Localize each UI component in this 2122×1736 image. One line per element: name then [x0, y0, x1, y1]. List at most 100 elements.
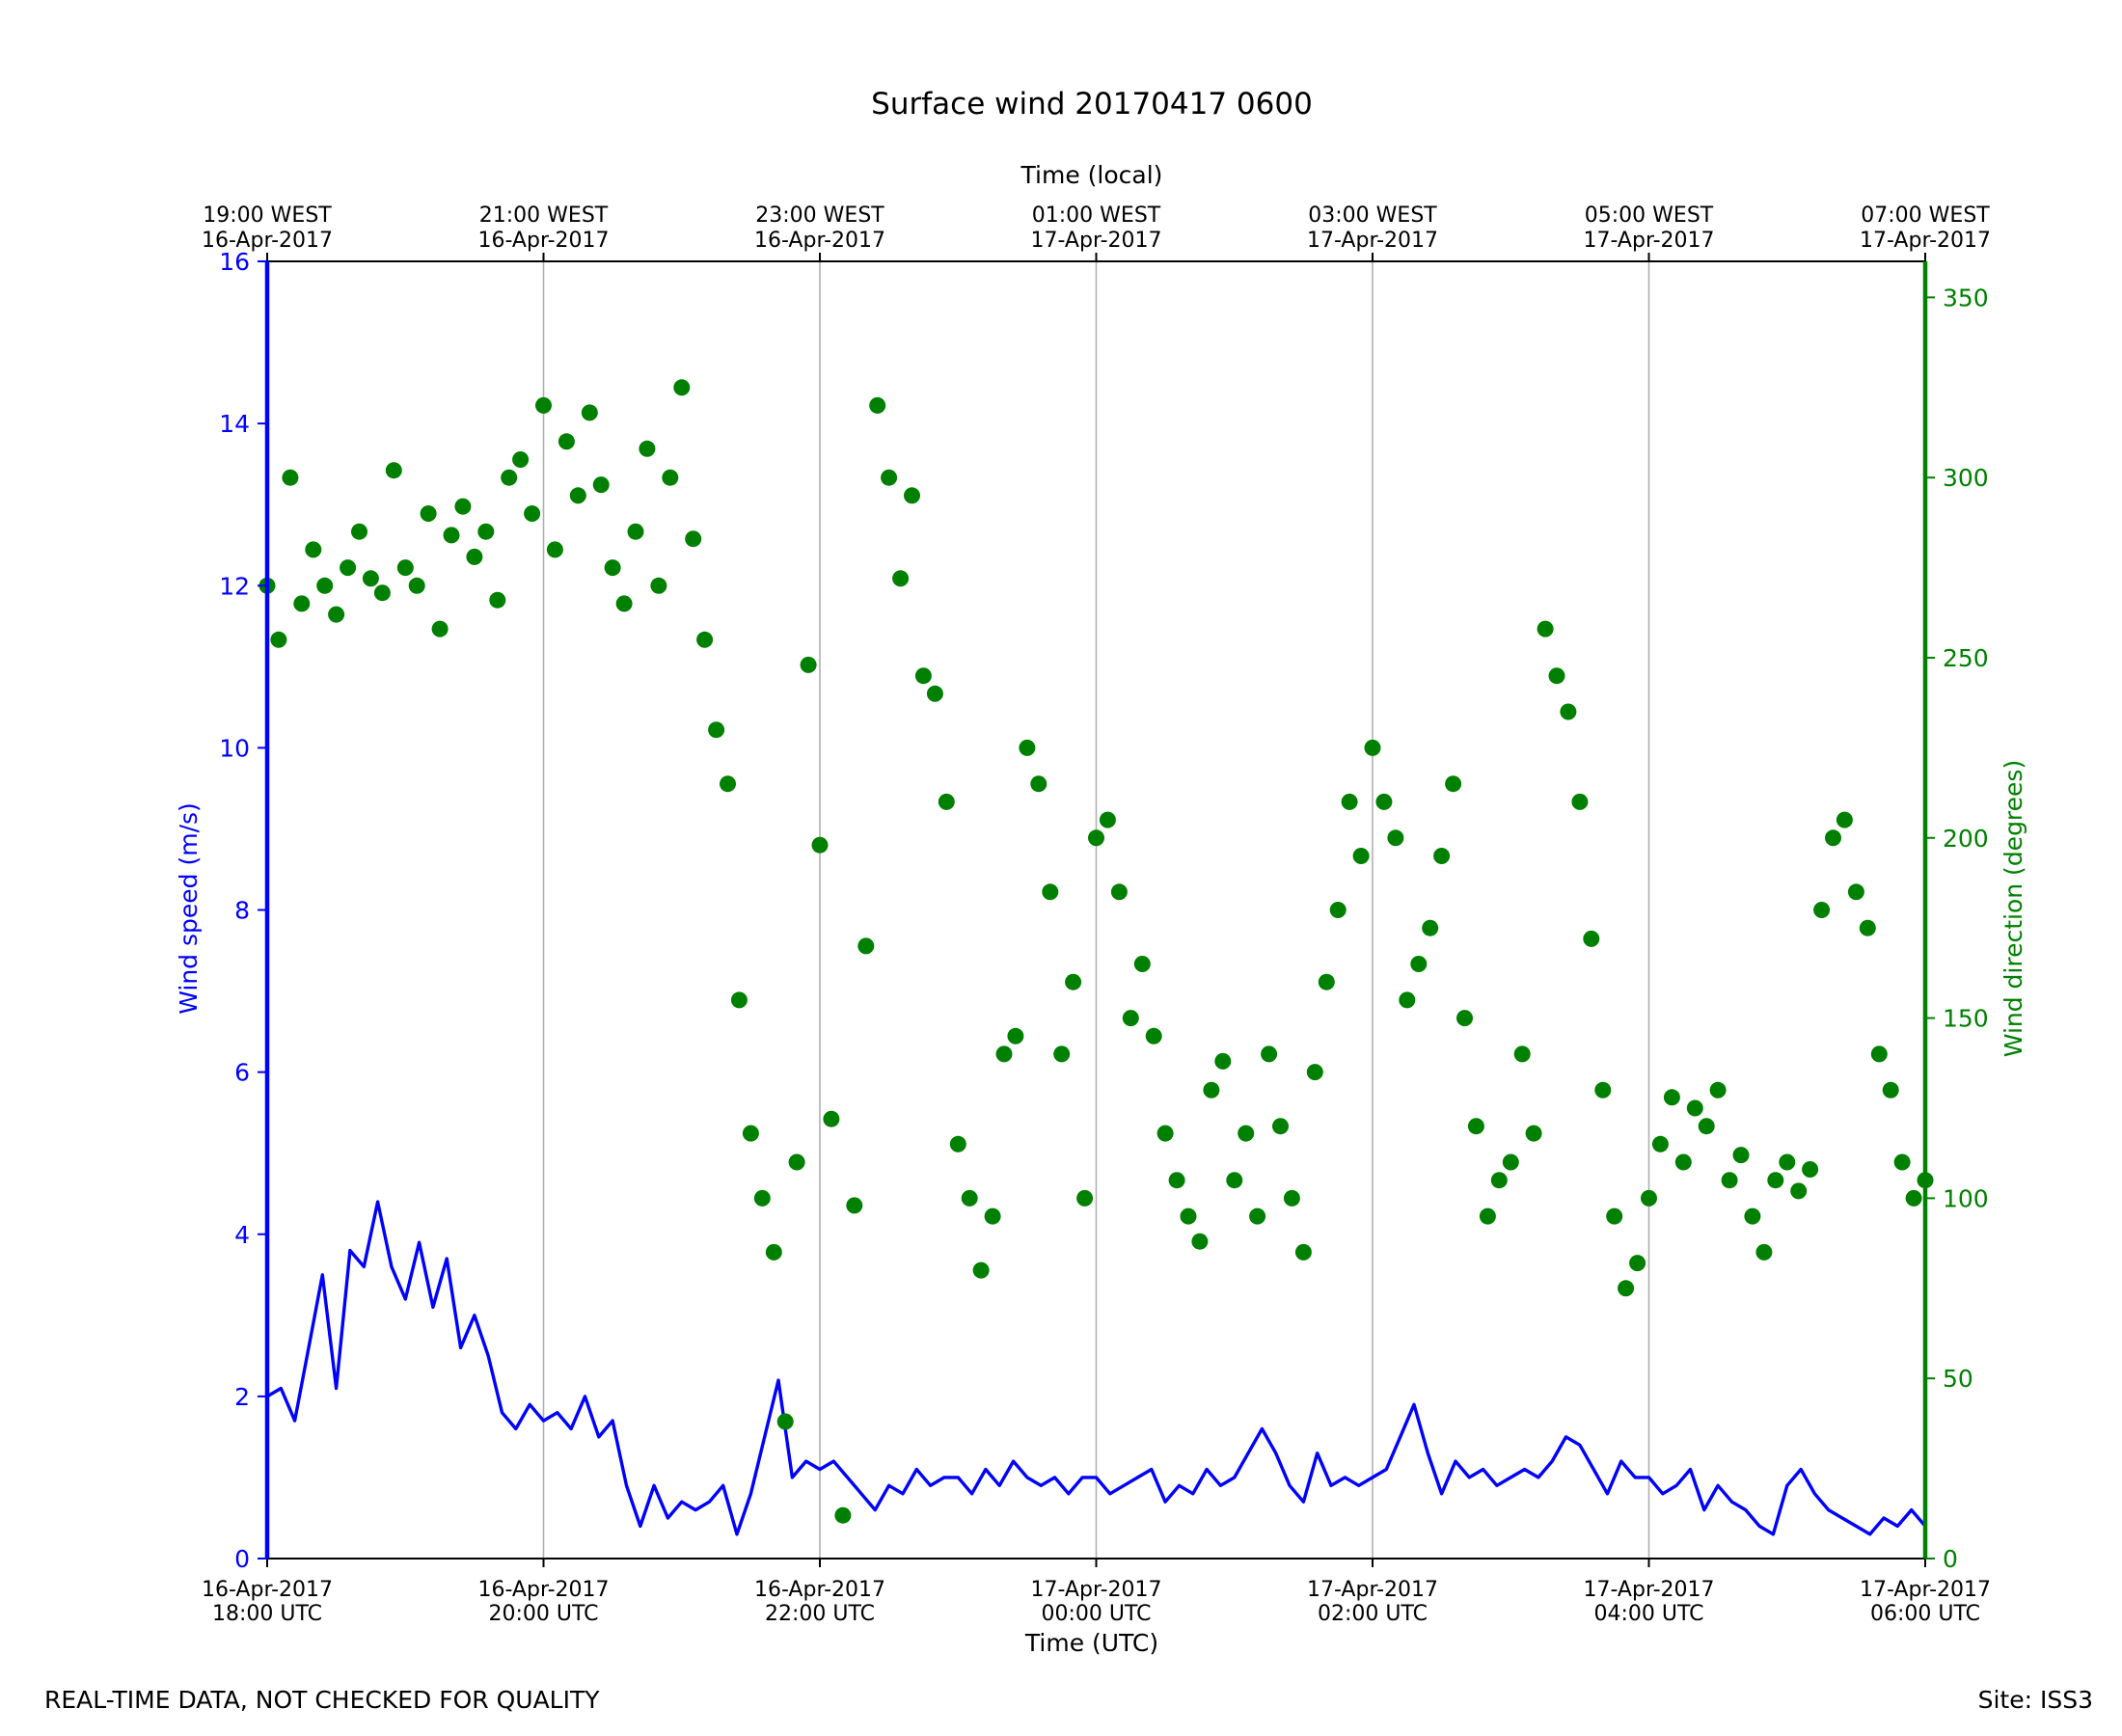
wind-direction-point [340, 559, 357, 577]
x-tick-label-bottom-date: 16-Apr-2017 [477, 1578, 609, 1602]
wind-direction-point [1007, 1027, 1024, 1044]
wind-direction-point [420, 505, 437, 522]
y-tick-label-right: 250 [1943, 644, 1989, 672]
wind-direction-point [1594, 1081, 1612, 1099]
wind-direction-point [615, 595, 633, 612]
wind-direction-point [696, 631, 714, 648]
wind-direction-point [1156, 1125, 1174, 1142]
y-tick-label-right: 200 [1943, 825, 1989, 853]
wind-direction-point [524, 505, 541, 522]
wind-direction-point [834, 1506, 852, 1524]
wind-direction-point [546, 541, 563, 558]
y-tick-label-right: 100 [1943, 1184, 1989, 1212]
wind-direction-point [1847, 883, 1864, 901]
wind-direction-point [1571, 793, 1589, 810]
wind-direction-point [685, 530, 702, 548]
wind-direction-point [914, 667, 932, 685]
x-axis-label-top: Time (local) [1020, 161, 1163, 189]
x-axis-label-bottom: Time (UTC) [1024, 1629, 1158, 1657]
wind-direction-point [881, 469, 898, 486]
wind-direction-point [581, 404, 598, 421]
wind-direction-point [604, 559, 621, 577]
wind-direction-point [1019, 739, 1036, 756]
wind-direction-point [1502, 1153, 1519, 1171]
x-tick-label-top-date: 17-Apr-2017 [1583, 229, 1714, 253]
wind-direction-point [1905, 1189, 1922, 1207]
wind-direction-point [1802, 1161, 1819, 1178]
x-tick-label-top-time: 19:00 WEST [203, 203, 332, 228]
y-tick-label-left: 6 [234, 1059, 250, 1087]
x-tick-label-top-date: 16-Apr-2017 [754, 229, 885, 253]
wind-direction-point [673, 379, 691, 396]
x-tick-label-top-date: 16-Apr-2017 [477, 229, 609, 253]
x-tick-label-top-time: 23:00 WEST [755, 203, 884, 228]
wind-direction-point [1145, 1027, 1162, 1044]
wind-direction-point [1283, 1189, 1300, 1207]
wind-direction-point [535, 396, 552, 414]
wind-direction-point [1663, 1089, 1680, 1106]
wind-direction-point [1214, 1052, 1232, 1070]
y-tick-label-left: 4 [234, 1221, 250, 1249]
wind-direction-point [753, 1189, 771, 1207]
wind-direction-point [1088, 829, 1104, 847]
wind-direction-point [1732, 1147, 1750, 1164]
x-tick-label-bottom-time: 22:00 UTC [765, 1602, 875, 1626]
wind-direction-point [1456, 1010, 1473, 1027]
x-tick-label-bottom-date: 16-Apr-2017 [754, 1578, 885, 1602]
y-tick-label-right: 0 [1943, 1545, 1958, 1573]
wind-direction-point [1168, 1172, 1185, 1189]
wind-direction-point [328, 606, 345, 623]
x-tick-label-top-date: 17-Apr-2017 [1860, 229, 1991, 253]
wind-direction-point [569, 487, 586, 504]
wind-direction-point [765, 1243, 782, 1261]
wind-direction-point [846, 1197, 863, 1214]
wind-direction-point [477, 523, 495, 540]
wind-direction-point [1030, 775, 1047, 793]
wind-speed-series [266, 1200, 1927, 1536]
x-tick-label-top-time: 05:00 WEST [1585, 203, 1714, 228]
wind-direction-point [1399, 991, 1416, 1009]
wind-direction-point [1767, 1172, 1784, 1189]
wind-direction-point [1779, 1153, 1796, 1171]
grid-lines [542, 261, 1650, 1559]
wind-direction-point [316, 577, 334, 594]
wind-direction-point [1110, 883, 1128, 901]
wind-direction-point [1882, 1081, 1899, 1099]
wind-direction-point [892, 570, 910, 587]
wind-direction-point [1825, 829, 1841, 847]
y-tick-label-right: 300 [1943, 464, 1989, 492]
wind-direction-point [1238, 1125, 1255, 1142]
wind-direction-point [489, 591, 506, 609]
wind-direction-point [1651, 1135, 1669, 1153]
wind-direction-point [1433, 848, 1451, 864]
y-axis-label-left: Wind speed (m/s) [175, 802, 203, 1015]
wind-direction-point [1180, 1207, 1197, 1225]
wind-direction-point [396, 559, 414, 577]
wind-direction-point [558, 433, 575, 450]
wind-direction-point [823, 1110, 840, 1127]
wind-direction-point [466, 548, 483, 565]
x-tick-label-bottom-date: 17-Apr-2017 [1307, 1578, 1438, 1602]
x-tick-label-bottom-time: 20:00 UTC [488, 1602, 598, 1626]
wind-direction-point [788, 1153, 805, 1171]
wind-direction-point [650, 577, 667, 594]
wind-direction-series [258, 379, 1934, 1524]
wind-direction-point [1698, 1118, 1715, 1135]
wind-speed-line [266, 1200, 1927, 1536]
y-tick-label-right: 50 [1943, 1365, 1973, 1393]
wind-direction-point [351, 523, 367, 540]
wind-direction-point [1076, 1189, 1094, 1207]
y-tick-label-left: 8 [234, 897, 250, 925]
wind-direction-point [1813, 902, 1831, 918]
wind-direction-point [1709, 1081, 1727, 1099]
wind-direction-point [1226, 1172, 1243, 1189]
wind-direction-point [1341, 793, 1358, 810]
wind-direction-point [1618, 1280, 1635, 1297]
wind-direction-point [1479, 1207, 1496, 1225]
wind-direction-point [730, 991, 748, 1009]
x-tick-label-bottom-date: 17-Apr-2017 [1583, 1578, 1714, 1602]
wind-direction-point [1560, 703, 1577, 720]
wind-direction-point [926, 685, 943, 702]
wind-direction-point [1583, 930, 1600, 947]
